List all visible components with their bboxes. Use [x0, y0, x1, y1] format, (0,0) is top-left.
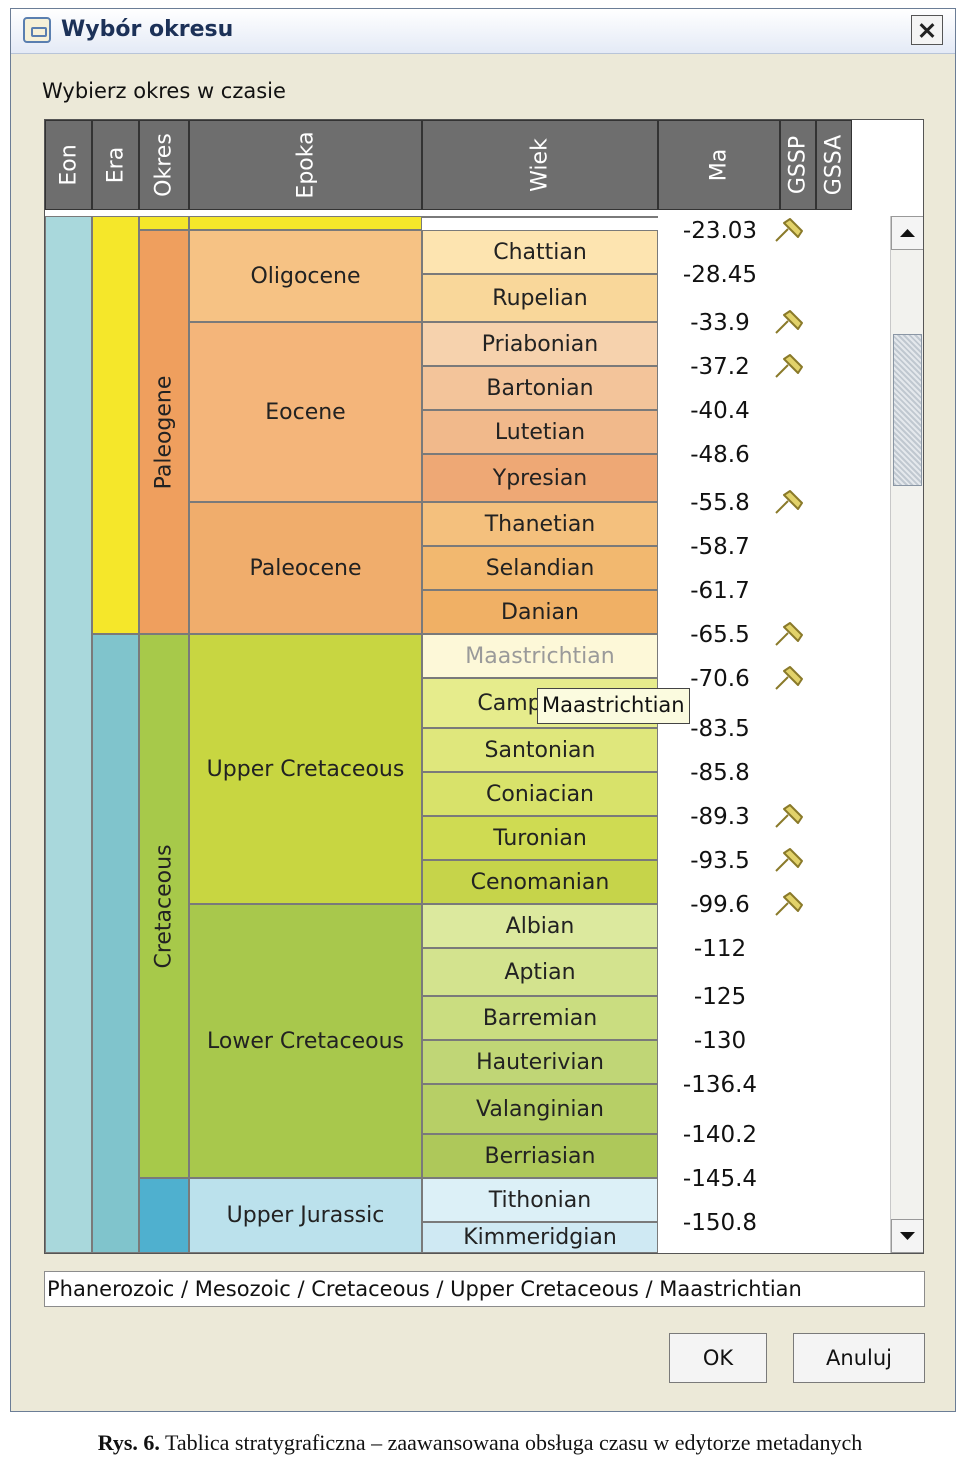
gssp-pin-icon[interactable] — [772, 617, 808, 653]
ma-value: -40.4 — [690, 398, 750, 424]
ma-value: -55.8 — [690, 490, 750, 516]
title-bar: Wybór okresu — [11, 9, 955, 54]
gssp-pin-icon[interactable] — [772, 799, 808, 835]
ma-value: -99.6 — [690, 892, 750, 918]
stage-cell[interactable]: Bartonian — [422, 366, 658, 410]
ma-value: -89.3 — [690, 804, 750, 830]
stage-cell[interactable]: Selandian — [422, 546, 658, 590]
period-cell[interactable]: Cretaceous — [139, 634, 189, 1178]
ma-value: -150.8 — [682, 1210, 758, 1236]
gssp-pin-icon[interactable] — [772, 305, 808, 341]
prompt-label: Wybierz okres w czasie — [42, 79, 286, 103]
gssp-pin-icon[interactable] — [772, 661, 808, 697]
period-picker-dialog: Wybór okresu Wybierz okres w czasie Eon … — [10, 8, 956, 1412]
ma-value: -70.6 — [690, 666, 750, 692]
scroll-thumb[interactable] — [893, 334, 922, 486]
arrow-down-icon — [900, 1232, 915, 1240]
ok-button[interactable]: OK — [669, 1333, 767, 1383]
epoch-cell[interactable]: Upper Jurassic — [189, 1178, 422, 1253]
gssp-pin-icon[interactable] — [772, 843, 808, 879]
ma-value: -83.5 — [690, 716, 750, 742]
eon-cell-phanerozoic[interactable] — [45, 216, 92, 1253]
ma-value: -37.2 — [690, 354, 750, 380]
stage-cell[interactable]: Rupelian — [422, 274, 658, 322]
stage-cell[interactable]: Coniacian — [422, 772, 658, 816]
stage-cell[interactable]: Aptian — [422, 948, 658, 996]
ma-value: -58.7 — [690, 534, 750, 560]
header-era: Era — [92, 120, 139, 210]
epoch-cell[interactable]: Paleocene — [189, 502, 422, 634]
period-cell[interactable]: Paleogene — [139, 230, 189, 634]
ma-value: -85.8 — [690, 760, 750, 786]
header-stage: Wiek — [422, 120, 658, 210]
scroll-up-button[interactable] — [891, 216, 923, 250]
stage-cell[interactable]: Valanginian — [422, 1084, 658, 1134]
stage-cell-selected[interactable]: Maastrichtian — [422, 634, 658, 678]
gssp-pin-icon[interactable] — [772, 485, 808, 521]
stage-cell[interactable]: Ypresian — [422, 454, 658, 502]
epoch-cell[interactable]: Eocene — [189, 322, 422, 502]
ma-value: -33.9 — [690, 310, 750, 336]
stage-cell[interactable]: Turonian — [422, 816, 658, 860]
stage-cell[interactable]: Aquitanian — [422, 216, 658, 218]
stage-cell[interactable]: Berriasian — [422, 1134, 658, 1178]
header-eon: Eon — [45, 120, 92, 210]
stage-cell[interactable]: Tithonian — [422, 1178, 658, 1222]
ma-value: -28.45 — [682, 262, 758, 288]
stage-cell[interactable]: Barremian — [422, 996, 658, 1040]
header-period: Okres — [139, 120, 189, 210]
stage-cell[interactable]: Kimmeridgian — [422, 1222, 658, 1253]
stage-cell[interactable]: Chattian — [422, 230, 658, 274]
stratigraphic-table: Eon Era Okres Epoka Wiek Ma GSSP GSSA Pa… — [44, 119, 924, 1254]
epoch-cell[interactable]: Upper Cretaceous — [189, 634, 422, 904]
scroll-down-button[interactable] — [891, 1219, 923, 1253]
gssp-pin-icon[interactable] — [772, 887, 808, 923]
ma-value: -48.6 — [690, 442, 750, 468]
stage-tooltip: Maastrichtian — [537, 688, 690, 724]
stage-cell[interactable]: Santonian — [422, 728, 658, 772]
cancel-button[interactable]: Anuluj — [793, 1333, 925, 1383]
vertical-scrollbar[interactable] — [890, 216, 923, 1253]
epoch-cell[interactable] — [189, 216, 422, 230]
stage-cell[interactable]: Thanetian — [422, 502, 658, 546]
ma-value: -130 — [693, 1028, 747, 1054]
gssp-pin-icon[interactable] — [772, 349, 808, 385]
stage-cell[interactable]: Lutetian — [422, 410, 658, 454]
ma-value: -61.7 — [690, 578, 750, 604]
header-epoch: Epoka — [189, 120, 422, 210]
header-gssp: GSSP — [780, 120, 816, 210]
stage-cell[interactable]: Albian — [422, 904, 658, 948]
window-title: Wybór okresu — [61, 17, 234, 42]
ma-value: -93.5 — [690, 848, 750, 874]
stage-cell[interactable]: Hauterivian — [422, 1040, 658, 1084]
ma-value: -23.03 — [682, 218, 758, 244]
era-cell[interactable] — [92, 634, 139, 1253]
header-gssa: GSSA — [816, 120, 852, 210]
period-cell[interactable] — [139, 1178, 189, 1253]
arrow-up-icon — [900, 229, 915, 237]
era-cell[interactable] — [92, 216, 139, 634]
epoch-cell[interactable]: Lower Cretaceous — [189, 904, 422, 1178]
epoch-cell[interactable]: Oligocene — [189, 230, 422, 322]
stage-cell[interactable]: Cenomanian — [422, 860, 658, 904]
figure-caption: Rys. 6. Tablica stratygraficzna – zaawan… — [0, 1430, 960, 1456]
gssp-pin-icon[interactable] — [772, 213, 808, 249]
ma-value: -140.2 — [682, 1122, 758, 1148]
close-button[interactable] — [911, 15, 943, 45]
stage-cell[interactable]: Danian — [422, 590, 658, 634]
stage-cell[interactable]: Priabonian — [422, 322, 658, 366]
ma-value: -145.4 — [682, 1166, 758, 1192]
app-icon — [23, 17, 51, 43]
caption-text: Tablica stratygraficzna – zaawansowana o… — [165, 1430, 863, 1455]
selected-path-field: Phanerozoic / Mesozoic / Cretaceous / Up… — [44, 1271, 925, 1307]
ma-value: -65.5 — [690, 622, 750, 648]
ma-value: -136.4 — [682, 1072, 758, 1098]
caption-label: Rys. 6. — [97, 1430, 160, 1455]
ma-value: -112 — [693, 936, 747, 962]
period-cell[interactable] — [139, 216, 189, 230]
ma-value: -125 — [693, 984, 747, 1010]
header-ma: Ma — [658, 120, 780, 210]
